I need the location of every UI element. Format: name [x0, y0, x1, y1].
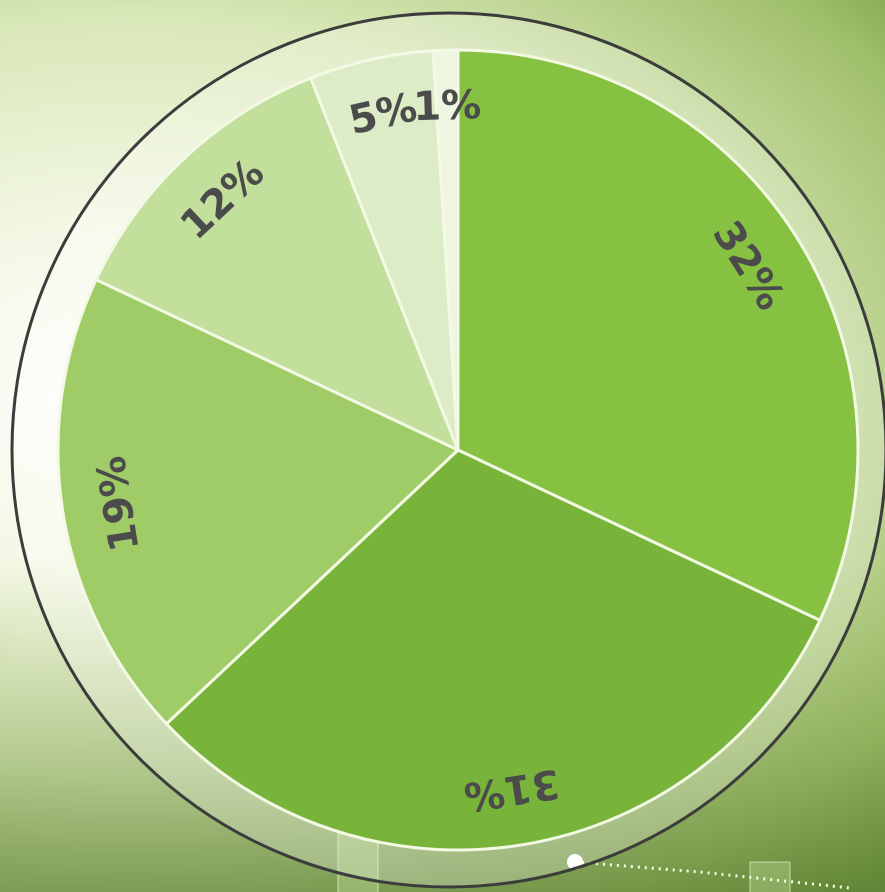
slice-label: 1% — [413, 82, 482, 130]
decor-bar — [750, 862, 790, 892]
screen: 32%31%19%12%5%1% — [0, 0, 885, 892]
chart: 32%31%19%12%5%1% — [0, 0, 885, 892]
